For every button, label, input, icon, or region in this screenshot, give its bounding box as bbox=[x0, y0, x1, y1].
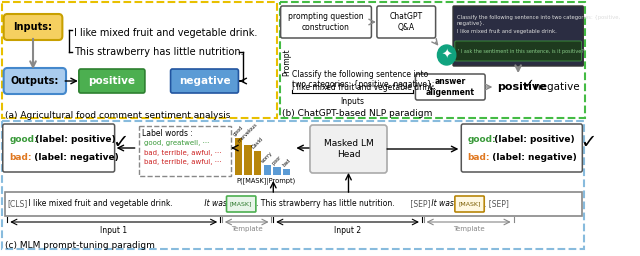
FancyBboxPatch shape bbox=[461, 124, 582, 172]
FancyBboxPatch shape bbox=[171, 69, 239, 93]
Text: I like mixed fruit and vegetable drink.: I like mixed fruit and vegetable drink. bbox=[457, 29, 556, 34]
Bar bbox=[254, 151, 261, 175]
Text: ✓: ✓ bbox=[523, 79, 533, 91]
FancyBboxPatch shape bbox=[453, 6, 583, 66]
Bar bbox=[273, 167, 280, 175]
Text: Masked LM
Head: Masked LM Head bbox=[324, 139, 373, 159]
Text: ' I ask the sentiment in this sentence, is it positive?': ' I ask the sentiment in this sentence, … bbox=[458, 48, 585, 54]
Text: Prompt: Prompt bbox=[282, 48, 291, 76]
Text: good, greatwell, ···: good, greatwell, ··· bbox=[144, 140, 209, 146]
Text: [MASK]: [MASK] bbox=[458, 201, 481, 207]
FancyBboxPatch shape bbox=[310, 125, 387, 173]
Bar bbox=[280, 2, 585, 118]
Text: positive: positive bbox=[497, 82, 547, 92]
FancyBboxPatch shape bbox=[377, 6, 436, 38]
Bar bbox=[2, 2, 277, 118]
Bar bbox=[283, 169, 291, 175]
FancyBboxPatch shape bbox=[227, 196, 256, 212]
Bar bbox=[4, 192, 582, 216]
Text: (c) MLM prompt-tuning paradigm: (c) MLM prompt-tuning paradigm bbox=[4, 241, 154, 251]
Text: Classify the following sentence into two categories: {positive, negative}.: Classify the following sentence into two… bbox=[457, 15, 620, 26]
Text: It was: It was bbox=[202, 199, 227, 208]
Text: bad: bad bbox=[282, 158, 292, 168]
Text: (label: negative): (label: negative) bbox=[486, 153, 577, 162]
Bar bbox=[140, 126, 231, 176]
Text: (label: negative): (label: negative) bbox=[28, 153, 118, 162]
FancyBboxPatch shape bbox=[455, 41, 581, 61]
Bar bbox=[264, 165, 271, 175]
Text: Label words :: Label words : bbox=[142, 129, 193, 137]
FancyBboxPatch shape bbox=[280, 6, 371, 38]
FancyBboxPatch shape bbox=[79, 69, 145, 93]
Text: (label: positive): (label: positive) bbox=[29, 135, 116, 144]
Text: . This strawberry has little nutrition.: . This strawberry has little nutrition. bbox=[256, 199, 394, 208]
Text: Input 2: Input 2 bbox=[334, 226, 361, 235]
Text: good:: good: bbox=[9, 135, 38, 144]
Text: This strawberry has little nutrition.: This strawberry has little nutrition. bbox=[74, 47, 244, 57]
Text: ✓: ✓ bbox=[580, 133, 596, 153]
Text: Input 1: Input 1 bbox=[100, 226, 127, 235]
FancyBboxPatch shape bbox=[4, 14, 62, 40]
Text: [SEP]: [SEP] bbox=[408, 199, 431, 208]
Text: I like mixed fruit and vegetable drink.: I like mixed fruit and vegetable drink. bbox=[26, 199, 172, 208]
Text: good:: good: bbox=[468, 135, 497, 144]
Text: marvelous: marvelous bbox=[237, 122, 259, 144]
Text: I like mixed fruit and vegetable drink.: I like mixed fruit and vegetable drink. bbox=[74, 28, 258, 38]
Text: ChatGPT
Q&A: ChatGPT Q&A bbox=[390, 12, 423, 32]
Text: Outputs:: Outputs: bbox=[11, 76, 59, 86]
Text: It was: It was bbox=[429, 199, 454, 208]
Text: ✦: ✦ bbox=[442, 48, 452, 61]
Text: [CLS]: [CLS] bbox=[7, 199, 28, 208]
Text: Inputs: Inputs bbox=[340, 97, 364, 106]
Text: negative: negative bbox=[534, 82, 579, 92]
Text: poor: poor bbox=[271, 155, 283, 166]
Text: Template: Template bbox=[453, 226, 484, 232]
FancyBboxPatch shape bbox=[415, 74, 485, 100]
Text: bad:: bad: bbox=[468, 153, 490, 162]
Text: bad, terrible, awful, ···: bad, terrible, awful, ··· bbox=[144, 150, 221, 156]
Text: prompting question
construction: prompting question construction bbox=[288, 12, 364, 32]
Bar bbox=[244, 145, 252, 175]
Text: I like mixed fruit and vegetable drink.: I like mixed fruit and vegetable drink. bbox=[292, 82, 436, 91]
Text: Inputs:: Inputs: bbox=[13, 22, 52, 32]
Text: good: good bbox=[232, 125, 244, 137]
Text: bad:: bad: bbox=[9, 153, 31, 162]
Text: Template: Template bbox=[231, 226, 262, 232]
Text: worry: worry bbox=[260, 150, 274, 164]
Text: [MASK]: [MASK] bbox=[230, 201, 252, 207]
Text: (label: positive): (label: positive) bbox=[488, 135, 575, 144]
Text: David: David bbox=[251, 136, 264, 150]
FancyBboxPatch shape bbox=[4, 68, 66, 94]
Text: ✓: ✓ bbox=[112, 133, 128, 153]
Text: bad, terrible, awful, ···: bad, terrible, awful, ··· bbox=[144, 159, 221, 165]
Text: P([MASK]|Prompt): P([MASK]|Prompt) bbox=[236, 178, 296, 185]
Text: (a) Agricultural food comment sentiment analysis: (a) Agricultural food comment sentiment … bbox=[4, 111, 230, 120]
FancyBboxPatch shape bbox=[3, 124, 115, 172]
Text: Classify the following sentence into
two categories: {positive, negative}:: Classify the following sentence into two… bbox=[292, 70, 434, 89]
Text: answer
aligenment: answer aligenment bbox=[426, 77, 475, 97]
Text: negative: negative bbox=[179, 76, 230, 86]
FancyBboxPatch shape bbox=[455, 196, 484, 212]
Text: positive: positive bbox=[88, 76, 136, 86]
Text: (b) ChatGPT-based NLP paradigm: (b) ChatGPT-based NLP paradigm bbox=[282, 109, 433, 118]
Bar bbox=[235, 138, 242, 175]
Bar bbox=[2, 121, 584, 249]
Circle shape bbox=[438, 45, 456, 65]
Text: . [SEP]: . [SEP] bbox=[484, 199, 509, 208]
